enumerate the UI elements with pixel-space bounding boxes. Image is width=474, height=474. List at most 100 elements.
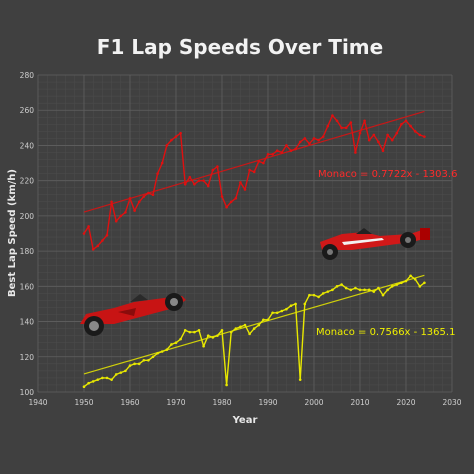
data-point-0 [142,195,146,198]
data-point-1 [225,383,228,387]
data-point-1 [193,330,196,334]
grid [37,74,453,393]
data-point-0 [335,119,339,123]
data-point-0 [367,138,371,142]
data-point-1 [170,343,173,346]
data-point-1 [321,292,325,295]
data-point-0 [409,124,412,128]
data-point-0 [344,126,348,130]
data-point-0 [137,200,141,204]
data-point-1 [372,290,376,293]
data-point-1 [308,293,311,297]
data-point-1 [303,302,307,306]
data-point-0 [400,123,403,126]
data-point-0 [220,195,224,198]
y-tick-label: 280 [20,71,35,80]
data-point-1 [344,286,348,290]
trendline-1 [83,274,425,375]
data-point-1 [197,329,201,332]
data-point-0 [239,181,242,184]
y-tick-label: 220 [20,177,35,186]
data-point-0 [133,209,136,212]
x-tick-label: 1940 [28,398,47,407]
data-point-0 [275,149,279,153]
x-axis-ticks: 1940 1950 1960 1970 1980 1990 2000 2010 2020 2030 [28,398,461,407]
red-trendline-label: Monaco = 0.7722x - 1303.6 [318,169,457,180]
data-point-0 [243,188,247,191]
data-point-1 [133,362,136,366]
x-tick-label: 1980 [212,398,231,407]
data-point-1 [128,364,132,367]
data-point-1 [101,376,104,380]
y-axis-label: Best Lap Speed (km/h) [7,169,18,297]
data-point-0 [96,244,100,248]
data-point-0 [377,140,380,144]
data-point-0 [188,175,192,179]
data-point-1 [312,293,316,297]
data-point-0 [262,161,265,165]
data-point-0 [114,219,118,223]
data-point-0 [91,248,95,251]
data-point-0 [87,225,90,228]
data-point-0 [303,137,307,140]
data-point-0 [197,179,201,182]
data-point-1 [252,327,256,330]
data-point-0 [390,138,394,142]
data-point-1 [87,381,90,385]
data-point-0 [308,142,311,145]
data-point-1 [349,288,353,292]
data-point-0 [266,152,270,156]
data-point-1 [142,359,146,362]
data-point-1 [335,285,339,288]
data-point-1 [354,286,357,290]
data-point-0 [372,133,376,137]
data-point-0 [404,119,408,123]
y-tick-label: 180 [20,247,35,256]
data-point-0 [216,165,219,168]
data-point-0 [271,152,274,156]
y-tick-label: 260 [20,106,35,115]
data-point-1 [110,378,113,381]
data-point-0 [386,133,389,137]
data-point-0 [211,168,215,172]
modern-f1-car-icon [320,228,430,260]
data-point-0 [160,161,164,165]
x-tick-label: 2020 [396,398,415,407]
data-point-0 [354,151,357,154]
data-point-0 [202,179,205,182]
data-point-0 [105,233,109,237]
data-point-0 [321,135,325,138]
data-point-0 [349,121,353,124]
yellow-trendline-label: Monaco = 0.7566x - 1365.1 [316,327,455,338]
data-point-1 [363,288,366,292]
data-point-1 [285,307,288,311]
data-point-1 [220,329,224,332]
data-point-0 [418,133,422,137]
data-point-1 [275,311,279,315]
data-point-0 [156,172,159,175]
chart-title: F1 Lap Speeds Over Time [97,35,383,59]
data-point-1 [423,281,426,285]
data-point-0 [110,200,113,204]
data-point-1 [179,337,182,341]
vintage-racing-car-icon [80,293,186,336]
trendline-0 [83,110,425,213]
data-point-1 [381,293,385,297]
x-tick-label: 2030 [442,398,461,407]
data-point-0 [82,232,86,235]
x-tick-label: 2000 [304,398,323,407]
data-point-0 [119,214,123,218]
data-point-0 [248,168,251,172]
data-point-1 [409,274,412,278]
data-point-0 [358,131,362,135]
data-point-0 [413,130,417,133]
data-point-1 [124,369,127,373]
data-point-0 [298,140,302,144]
data-point-0 [381,149,385,153]
data-point-1 [386,288,389,292]
data-point-1 [183,329,187,332]
data-point-0 [170,138,173,142]
data-point-0 [423,135,426,138]
